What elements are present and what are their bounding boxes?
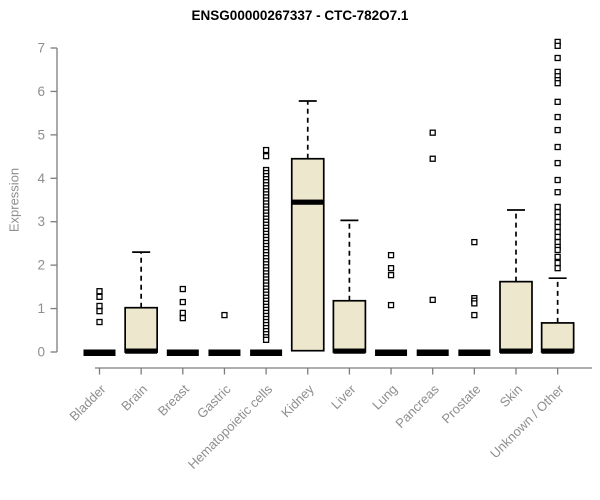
y-axis: 0 1 2 3 4 5 6 7	[37, 41, 58, 360]
outlier-point	[554, 54, 561, 62]
outlier-point	[554, 80, 561, 87]
outlier-point	[554, 113, 561, 121]
outlier-point	[429, 129, 436, 136]
boxplot-pancreas	[416, 129, 449, 356]
outlier-point	[387, 252, 395, 259]
y-tick-label: 4	[37, 171, 45, 186]
outlier-point	[554, 42, 561, 49]
box	[124, 306, 159, 353]
outlier-point	[387, 271, 395, 279]
boxplot-bladder	[83, 288, 116, 356]
outlier-point	[554, 213, 561, 221]
outlier-point	[179, 298, 186, 306]
median-line	[541, 348, 574, 354]
x-category-label-kidney: Kidney	[278, 381, 317, 420]
outlier-point	[554, 253, 561, 261]
outlier-point	[554, 265, 561, 272]
boxplot-hematopoietic-cells	[250, 146, 283, 356]
chart-title: ENSG00000267337 - CTC-782O7.1	[191, 8, 409, 23]
collapsed-box	[416, 349, 449, 356]
outlier-point	[179, 309, 186, 317]
y-tick-label: 3	[37, 214, 45, 229]
outlier-point	[471, 300, 478, 307]
median-line	[333, 348, 366, 354]
outlier-point	[554, 189, 561, 196]
x-category-label-unknown-other: Unknown / Other	[487, 381, 567, 461]
x-category-label-gastric: Gastric	[194, 381, 234, 421]
outlier-point	[554, 223, 561, 231]
box	[499, 280, 533, 353]
y-tick-label: 6	[37, 84, 45, 99]
outlier-point	[262, 146, 270, 154]
collapsed-box	[166, 349, 199, 356]
boxplot-liver	[332, 219, 367, 354]
collapsed-box	[208, 349, 241, 356]
outlier-point	[554, 143, 561, 151]
y-tick-label: 7	[37, 41, 45, 56]
box	[290, 157, 325, 352]
outlier-point	[221, 311, 228, 319]
collapsed-box	[458, 349, 491, 356]
outlier-point	[554, 233, 561, 241]
outlier-point	[554, 259, 561, 267]
x-category-label-breast: Breast	[155, 381, 192, 418]
outlier-point	[471, 238, 478, 246]
x-category-label-brain: Brain	[118, 382, 150, 414]
x-category-label-prostate: Prostate	[439, 382, 484, 427]
outlier-point	[471, 311, 478, 319]
x-category-label-bladder: Bladder	[66, 381, 109, 424]
boxplot-skin	[499, 209, 533, 354]
outlier-point	[554, 159, 561, 167]
collapsed-box	[83, 349, 116, 356]
x-category-label-pancreas: Pancreas	[392, 381, 442, 431]
median-line	[500, 348, 532, 354]
outlier-point	[554, 203, 561, 211]
y-tick-label: 0	[37, 345, 45, 360]
x-category-label-skin: Skin	[497, 382, 525, 410]
outlier-point	[387, 301, 395, 309]
outlier-point	[96, 293, 103, 300]
collapsed-box	[375, 349, 408, 356]
outlier-point	[96, 318, 103, 326]
y-tick-label: 5	[37, 127, 45, 142]
outlier-point	[96, 302, 103, 310]
y-tick-label: 1	[37, 301, 45, 316]
boxplot-prostate	[458, 238, 491, 356]
median-line	[125, 348, 158, 354]
outlier-point	[429, 296, 436, 304]
x-category-label-liver: Liver	[328, 381, 359, 412]
outlier-point	[554, 176, 561, 184]
median-line	[291, 199, 324, 205]
outlier-point	[429, 155, 436, 162]
y-tick-label: 2	[37, 258, 45, 273]
boxplot-gastric	[208, 311, 241, 356]
outlier-point	[387, 265, 395, 272]
outlier-point	[179, 285, 186, 293]
box	[332, 299, 367, 353]
boxplot-lung	[375, 252, 408, 356]
outlier-point	[554, 98, 561, 106]
box	[540, 322, 575, 353]
outlier-point	[554, 246, 561, 254]
collapsed-box	[250, 349, 283, 356]
outlier-point	[262, 152, 270, 160]
boxplot-kidney	[290, 100, 325, 352]
boxplot-breast	[166, 285, 199, 356]
boxplot-brain	[124, 251, 159, 354]
outlier-point	[179, 314, 186, 322]
x-category-label-lung: Lung	[369, 382, 400, 413]
boxplot-unknown-other	[540, 38, 575, 354]
outlier-point	[96, 308, 103, 315]
outlier-point	[262, 336, 270, 343]
outlier-point	[554, 126, 561, 134]
outlier-point	[96, 288, 103, 295]
